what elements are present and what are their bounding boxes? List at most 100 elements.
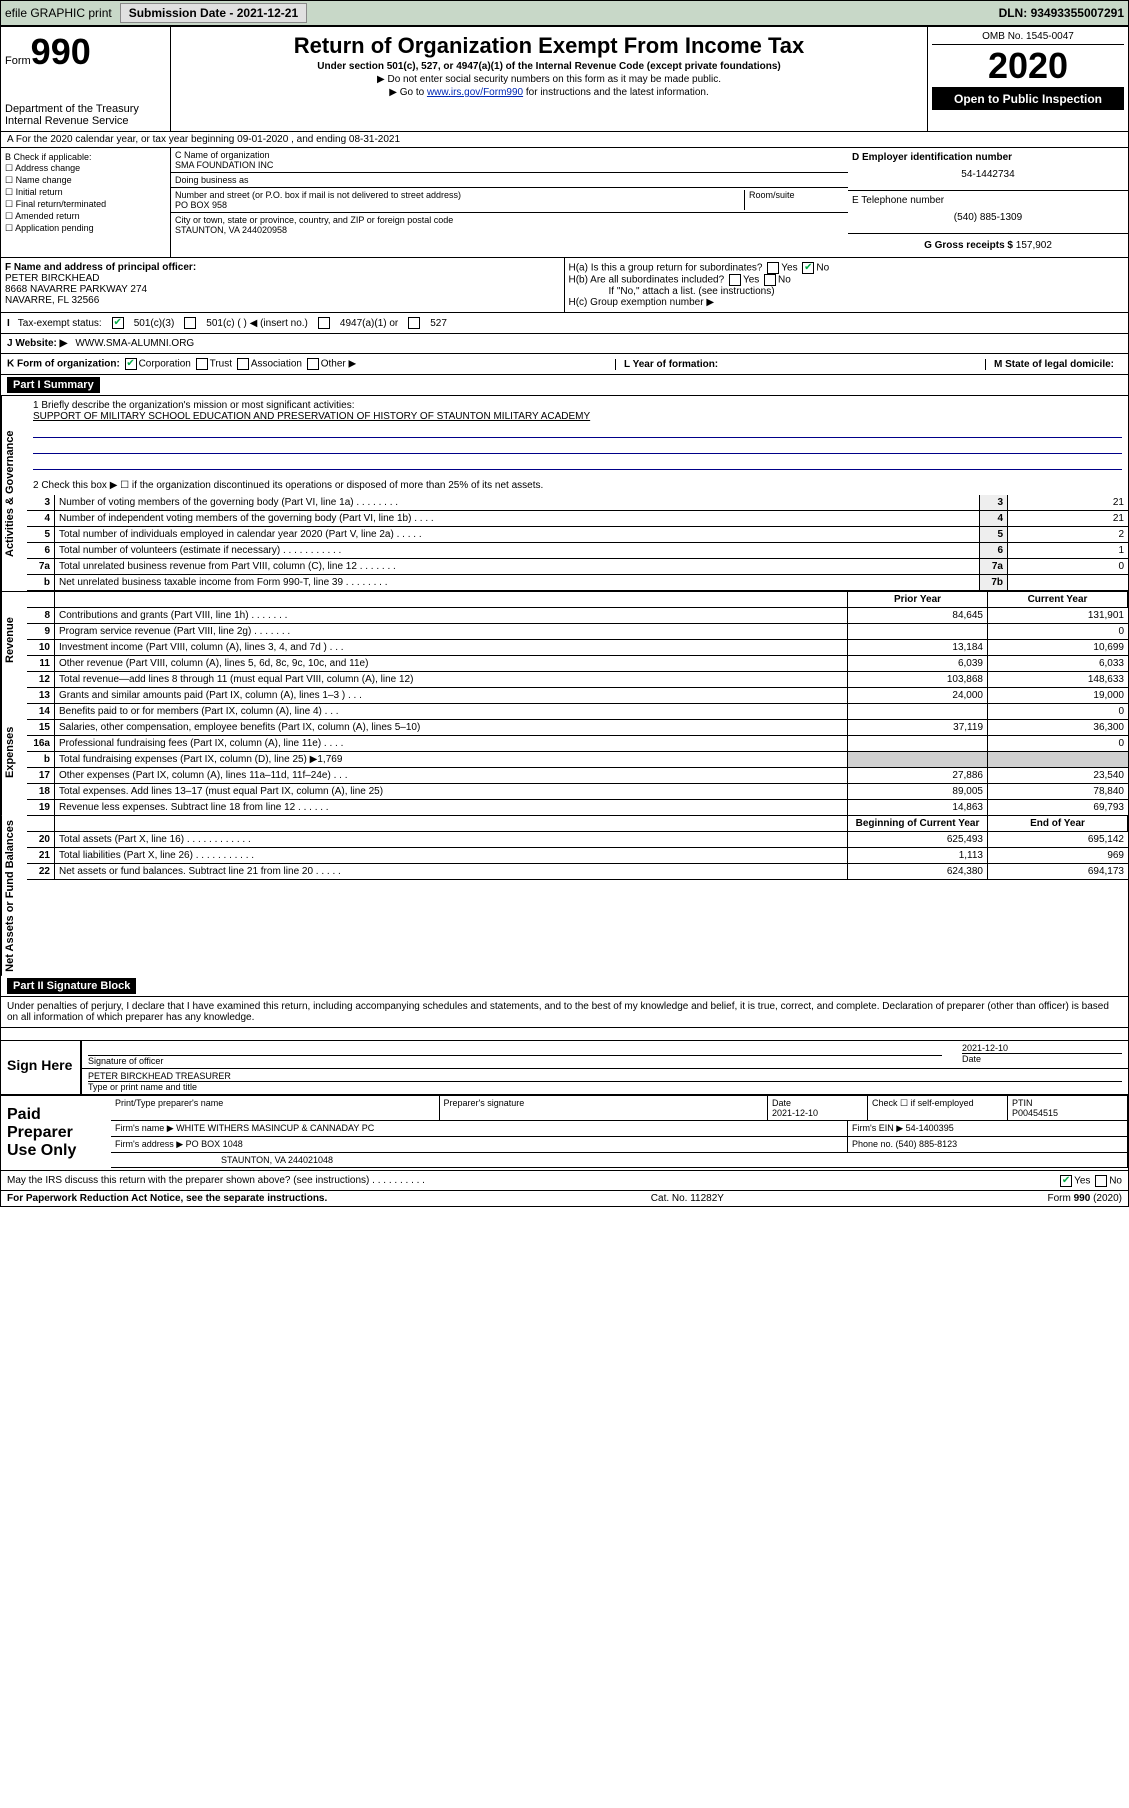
col-d-ein-phone: D Employer identification number 54-1442… <box>848 148 1128 257</box>
gross-receipts: 157,902 <box>1016 240 1052 251</box>
omb-year-box: OMB No. 1545-0047 2020 Open to Public In… <box>928 27 1128 131</box>
cb-final-return[interactable]: ☐ Final return/terminated <box>5 199 166 210</box>
dept-treasury: Department of the Treasury Internal Reve… <box>5 103 166 127</box>
tax-year: 2020 <box>932 45 1124 88</box>
paid-preparer-block: Paid Preparer Use Only Print/Type prepar… <box>1 1095 1128 1171</box>
ptin: P00454515 <box>1012 1108 1058 1118</box>
cb-501c3[interactable] <box>112 317 124 329</box>
fin-section: Net Assets or Fund BalancesBeginning of … <box>1 816 1128 976</box>
cb-other[interactable] <box>307 358 319 370</box>
form-title-box: Return of Organization Exempt From Incom… <box>171 27 928 131</box>
subtitle-1: Under section 501(c), 527, or 4947(a)(1)… <box>175 61 923 72</box>
summary-line: 4Number of independent voting members of… <box>27 511 1128 527</box>
form990-link[interactable]: www.irs.gov/Form990 <box>427 87 523 98</box>
part2-header: Part II Signature Block <box>1 976 1128 997</box>
city-state-zip: STAUNTON, VA 244020958 <box>175 225 844 235</box>
fin-line: 20Total assets (Part X, line 16) . . . .… <box>27 832 1128 848</box>
summary-line: 6Total number of volunteers (estimate if… <box>27 543 1128 559</box>
form-number-box: Form990 Department of the Treasury Inter… <box>1 27 171 131</box>
street: PO BOX 958 <box>175 200 744 210</box>
side-activities-governance: Activities & Governance <box>1 396 27 591</box>
blank-line <box>33 440 1122 454</box>
fin-line: 15Salaries, other compensation, employee… <box>27 720 1128 736</box>
cb-amended[interactable]: ☐ Amended return <box>5 211 166 222</box>
row-a-tax-year: A For the 2020 calendar year, or tax yea… <box>1 132 1128 148</box>
ein: 54-1442734 <box>852 163 1124 186</box>
summary-line: bNet unrelated business taxable income f… <box>27 575 1128 591</box>
subtitle-3: ▶ Go to www.irs.gov/Form990 for instruct… <box>175 87 923 98</box>
fin-line: 17Other expenses (Part IX, column (A), l… <box>27 768 1128 784</box>
tax-exempt-row: I Tax-exempt status: 501(c)(3) 501(c) ( … <box>1 313 1128 334</box>
summary-line: 5Total number of individuals employed in… <box>27 527 1128 543</box>
blank-line <box>33 424 1122 438</box>
paid-preparer-label: Paid Preparer Use Only <box>1 1096 111 1170</box>
ha-yes[interactable] <box>767 262 779 274</box>
group-return: H(a) Is this a group return for subordin… <box>565 258 1129 312</box>
summary-line: 3Number of voting members of the governi… <box>27 495 1128 511</box>
firm-phone: (540) 885-8123 <box>896 1139 958 1149</box>
fin-line: 18Total expenses. Add lines 13–17 (must … <box>27 784 1128 800</box>
org-name: SMA FOUNDATION INC <box>175 160 844 170</box>
sign-here-label: Sign Here <box>1 1041 81 1094</box>
principal-officer: F Name and address of principal officer:… <box>1 258 565 312</box>
submission-date-button[interactable]: Submission Date - 2021-12-21 <box>120 3 307 23</box>
ha-no[interactable] <box>802 262 814 274</box>
mission: SUPPORT OF MILITARY SCHOOL EDUCATION AND… <box>33 411 1122 422</box>
fin-section: RevenuePrior YearCurrent Year8Contributi… <box>1 592 1128 688</box>
dln: DLN: 93493355007291 <box>999 6 1124 20</box>
cb-initial-return[interactable]: ☐ Initial return <box>5 187 166 198</box>
side-net-assets-or-fund-balances: Net Assets or Fund Balances <box>1 816 27 976</box>
cb-corp[interactable] <box>125 358 137 370</box>
form-990: Form990 Department of the Treasury Inter… <box>0 26 1129 1207</box>
open-public: Open to Public Inspection <box>932 88 1124 110</box>
omb-number: OMB No. 1545-0047 <box>932 31 1124 45</box>
fin-line: 16aProfessional fundraising fees (Part I… <box>27 736 1128 752</box>
sign-here-block: Sign Here Signature of officer 2021-12-1… <box>1 1040 1128 1095</box>
hb-no[interactable] <box>764 274 776 286</box>
website-url: WWW.SMA-ALUMNI.ORG <box>75 338 194 349</box>
cb-address-change[interactable]: ☐ Address change <box>5 163 166 174</box>
blank-line <box>33 456 1122 470</box>
cb-501c[interactable] <box>184 317 196 329</box>
discuss-row: May the IRS discuss this return with the… <box>1 1171 1128 1191</box>
fin-line: 12Total revenue—add lines 8 through 11 (… <box>27 672 1128 688</box>
col-c-name-address: C Name of organization SMA FOUNDATION IN… <box>171 148 848 257</box>
fin-line: 21Total liabilities (Part X, line 26) . … <box>27 848 1128 864</box>
fin-line: 9Program service revenue (Part VIII, lin… <box>27 624 1128 640</box>
fin-line: 19Revenue less expenses. Subtract line 1… <box>27 800 1128 816</box>
side-revenue: Revenue <box>1 592 27 688</box>
fin-line: 8Contributions and grants (Part VIII, li… <box>27 608 1128 624</box>
form-header: Form990 Department of the Treasury Inter… <box>1 27 1128 132</box>
website-row: J Website: ▶ WWW.SMA-ALUMNI.ORG <box>1 334 1128 354</box>
fin-line: 13Grants and similar amounts paid (Part … <box>27 688 1128 704</box>
footer: For Paperwork Reduction Act Notice, see … <box>1 1191 1128 1206</box>
side-expenses: Expenses <box>1 688 27 816</box>
fin-line: 14Benefits paid to or for members (Part … <box>27 704 1128 720</box>
fin-line: 10Investment income (Part VIII, column (… <box>27 640 1128 656</box>
discuss-yes[interactable] <box>1060 1175 1072 1187</box>
row-fh: F Name and address of principal officer:… <box>1 258 1128 313</box>
fin-section: Expenses13Grants and similar amounts pai… <box>1 688 1128 816</box>
fin-line: 22Net assets or fund balances. Subtract … <box>27 864 1128 880</box>
hb-yes[interactable] <box>729 274 741 286</box>
form-title: Return of Organization Exempt From Incom… <box>175 33 923 59</box>
topbar: efile GRAPHIC print Submission Date - 20… <box>0 0 1129 26</box>
section-bcd: B Check if applicable: ☐ Address change … <box>1 148 1128 258</box>
phone: (540) 885-1309 <box>852 206 1124 229</box>
summary-line: 7aTotal unrelated business revenue from … <box>27 559 1128 575</box>
cb-trust[interactable] <box>196 358 208 370</box>
officer-name: PETER BIRCKHEAD TREASURER <box>88 1071 231 1081</box>
col-b-checkboxes: B Check if applicable: ☐ Address change … <box>1 148 171 257</box>
cb-4947[interactable] <box>318 317 330 329</box>
fin-line: bTotal fundraising expenses (Part IX, co… <box>27 752 1128 768</box>
subtitle-2: ▶ Do not enter social security numbers o… <box>175 74 923 85</box>
discuss-no[interactable] <box>1095 1175 1107 1187</box>
cb-name-change[interactable]: ☐ Name change <box>5 175 166 186</box>
cb-application-pending[interactable]: ☐ Application pending <box>5 223 166 234</box>
cb-527[interactable] <box>408 317 420 329</box>
cb-assoc[interactable] <box>237 358 249 370</box>
efile-label: efile GRAPHIC print <box>5 6 112 20</box>
fin-line: 11Other revenue (Part VIII, column (A), … <box>27 656 1128 672</box>
declaration: Under penalties of perjury, I declare th… <box>1 997 1128 1028</box>
firm-ein: 54-1400395 <box>906 1123 954 1133</box>
